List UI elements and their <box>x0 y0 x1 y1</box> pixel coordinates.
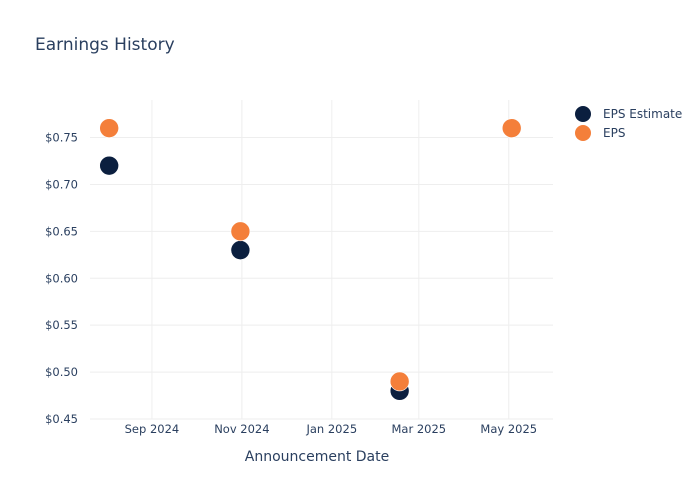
eps-estimate-point[interactable] <box>99 155 119 176</box>
x-tick-label: Jan 2025 <box>305 422 357 436</box>
x-tick-label: Mar 2025 <box>392 422 447 436</box>
y-tick-label: $0.50 <box>45 365 78 379</box>
eps-point[interactable] <box>501 118 522 138</box>
eps-estimate-point[interactable] <box>230 240 251 260</box>
y-tick-label: $0.45 <box>45 412 78 426</box>
y-tick-label: $0.60 <box>45 271 78 285</box>
y-tick-label: $0.70 <box>45 177 78 191</box>
data-points <box>99 118 522 401</box>
legend-marker <box>575 106 591 122</box>
x-axis-title: Announcement Date <box>245 449 389 465</box>
legend-item-eps-estimate[interactable]: EPS Estimate <box>575 106 682 122</box>
y-tick-label: $0.65 <box>45 224 78 238</box>
y-tick-label: $0.75 <box>45 131 78 145</box>
x-tick-label: May 2025 <box>480 422 537 436</box>
eps-point[interactable] <box>389 371 410 392</box>
y-axis-ticks: $0.45 $0.50 $0.55 $0.60 $0.65 $0.70 $0.75 <box>45 131 78 426</box>
eps-point[interactable] <box>99 118 119 138</box>
chart-title: Earnings History <box>35 35 175 55</box>
x-tick-label: Nov 2024 <box>214 422 269 436</box>
y-tick-label: $0.55 <box>45 318 78 332</box>
legend-label: EPS Estimate <box>603 107 682 121</box>
grid-lines <box>90 100 553 420</box>
eps-point[interactable] <box>230 221 251 242</box>
x-tick-label: Sep 2024 <box>125 422 180 436</box>
x-axis-ticks: Sep 2024 Nov 2024 Jan 2025 Mar 2025 May 2025 <box>125 422 537 436</box>
legend[interactable]: EPS Estimate EPS <box>575 106 682 141</box>
legend-item-eps[interactable]: EPS <box>575 125 625 141</box>
legend-marker <box>575 125 591 141</box>
legend-label: EPS <box>603 126 625 140</box>
